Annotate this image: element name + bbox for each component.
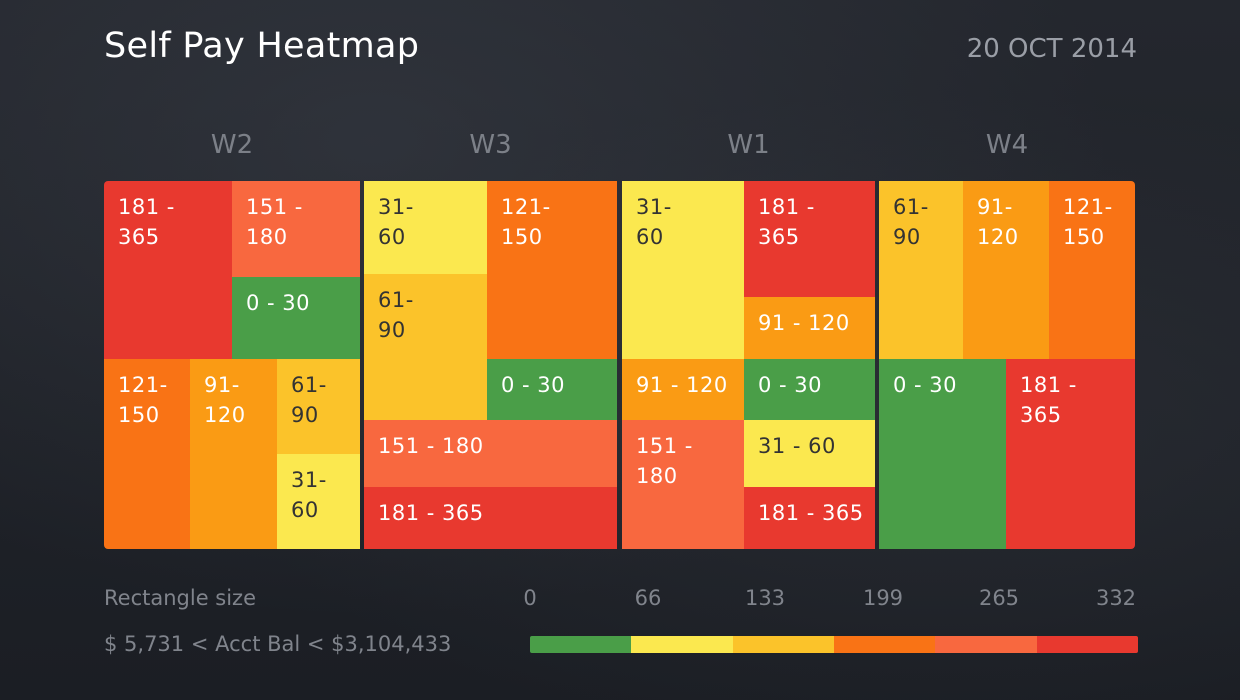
legend-color-swatch xyxy=(834,636,936,653)
legend-color-swatch xyxy=(732,636,834,653)
heatmap-tile-w2-91-120[interactable]: 91- 120 xyxy=(190,359,277,549)
heatmap-tile-w2-181-365[interactable]: 181 - 365 xyxy=(104,181,232,359)
heatmap-tile-w1-91-120[interactable]: 91 - 120 xyxy=(622,359,744,420)
legend-color-swatch xyxy=(935,636,1037,653)
heatmap-tile-w1-181-365[interactable]: 181 - 365 xyxy=(744,181,875,297)
heatmap-tile-w4-181-365[interactable]: 181 - 365 xyxy=(1006,359,1135,549)
legend-tick-label: 0 xyxy=(523,586,537,610)
legend-tick-label: 332 xyxy=(1095,586,1137,610)
legend-size-label: Rectangle size xyxy=(104,586,257,610)
report-date: 20 OCT 2014 xyxy=(966,34,1137,64)
heatmap-tile-w3-181-365[interactable]: 181 - 365 xyxy=(364,487,617,549)
heatmap-tile-w3-61-90[interactable]: 61- 90 xyxy=(364,274,487,420)
legend-size-range: $ 5,731 < Acct Bal < $3,104,433 xyxy=(104,632,452,656)
heatmap-tile-w4-121-150[interactable]: 121- 150 xyxy=(1049,181,1135,359)
legend-tick-label: 66 xyxy=(634,586,662,610)
heatmap-tile-w1-31-60[interactable]: 31 - 60 xyxy=(744,420,875,487)
heatmap-tile-w3-121-150[interactable]: 121- 150 xyxy=(487,181,617,359)
page-title: Self Pay Heatmap xyxy=(104,26,420,66)
heatmap-tile-w1-181-365[interactable]: 181 - 365 xyxy=(744,487,875,549)
heatmap-tile-w2-61-90[interactable]: 61- 90 xyxy=(277,359,360,454)
column-header-w3: W3 xyxy=(469,130,512,160)
heatmap-tile-w4-0-30[interactable]: 0 - 30 xyxy=(879,359,1006,549)
heatmap-tile-w2-151-180[interactable]: 151 - 180 xyxy=(232,181,360,277)
column-header-w2: W2 xyxy=(210,130,254,160)
heatmap-tile-w3-151-180[interactable]: 151 - 180 xyxy=(364,420,617,487)
column-header-w4: W4 xyxy=(985,130,1029,160)
legend-tick-label: 199 xyxy=(862,586,904,610)
heatmap-tile-w3-31-60[interactable]: 31- 60 xyxy=(364,181,487,274)
heatmap-tile-w4-91-120[interactable]: 91- 120 xyxy=(963,181,1049,359)
legend-tick-label: 133 xyxy=(744,586,786,610)
legend-color-swatch xyxy=(530,636,632,653)
heatmap-tile-w2-121-150[interactable]: 121- 150 xyxy=(104,359,190,549)
column-header-w1: W1 xyxy=(727,130,770,160)
heatmap-tile-w4-61-90[interactable]: 61- 90 xyxy=(879,181,963,359)
legend-tick-label: 265 xyxy=(978,586,1020,610)
legend-color-swatch xyxy=(631,636,733,653)
legend-color-swatch xyxy=(1036,636,1138,653)
heatmap-tile-w1-31-60[interactable]: 31- 60 xyxy=(622,181,744,359)
heatmap-tile-w1-151-180[interactable]: 151 - 180 xyxy=(622,420,744,549)
heatmap-tile-w1-91-120[interactable]: 91 - 120 xyxy=(744,297,875,359)
heatmap-tile-w3-0-30[interactable]: 0 - 30 xyxy=(487,359,617,420)
heatmap-tile-w2-0-30[interactable]: 0 - 30 xyxy=(232,277,360,359)
heatmap-tile-w1-0-30[interactable]: 0 - 30 xyxy=(744,359,875,420)
heatmap-tile-w2-31-60[interactable]: 31- 60 xyxy=(277,454,360,549)
